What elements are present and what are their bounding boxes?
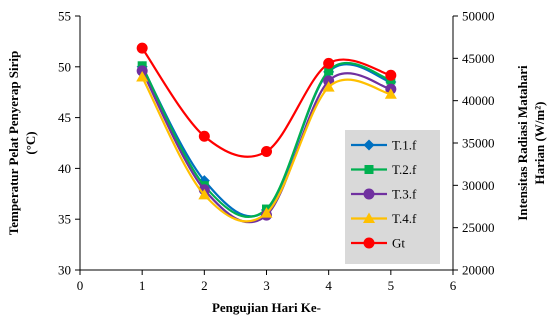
- y-axis-right-title-line: Intensitas Radiasi Matahari: [515, 65, 530, 221]
- y-left-tick-label: 55: [58, 9, 71, 24]
- y-right-tick-label: 20000: [462, 263, 495, 278]
- y-right-tick-label: 30000: [462, 178, 495, 193]
- legend-item-gt: Gt: [351, 236, 405, 251]
- legend-background: [345, 130, 440, 264]
- y-axis-left-title: Temperatur Pelat Penyerap Sirip (°C): [6, 51, 38, 236]
- y-left-tick-label: 30: [58, 263, 71, 278]
- data-point-t-4-f: [322, 81, 335, 92]
- x-tick-label: 5: [388, 278, 395, 293]
- x-tick-label: 3: [263, 278, 270, 293]
- data-point-t-4-f: [384, 88, 397, 99]
- y-left-tick-label: 35: [58, 212, 71, 227]
- legend-label: T.2.f: [392, 162, 417, 177]
- legend-item-t-3-f: T.3.f: [351, 187, 417, 202]
- legend-marker: [363, 139, 375, 151]
- x-tick-label: 0: [77, 278, 84, 293]
- data-point-t-4-f: [198, 188, 211, 200]
- legend-item-t-4-f: T.4.f: [351, 211, 417, 226]
- data-point-gt: [385, 69, 397, 81]
- axes: 0 1 2 3 4 5 6303540455055200002500030000350004…: [6, 9, 547, 316]
- y-axis-right-title-line: Harian (W/m²): [532, 102, 547, 185]
- data-point-gt: [323, 57, 335, 69]
- series-gt: [136, 42, 397, 158]
- series-lines: [136, 42, 397, 224]
- y-left-tick-label: 50: [58, 59, 71, 74]
- y-left-tick-label: 45: [58, 110, 71, 125]
- y-axis-left-title-line: Temperatur Pelat Penyerap Sirip: [6, 51, 21, 236]
- legend-marker: [363, 237, 375, 249]
- x-tick-label: 4: [325, 278, 332, 293]
- data-point-gt: [261, 145, 272, 157]
- x-tick-label: 6: [450, 278, 457, 293]
- data-point-t-4-f: [136, 70, 149, 82]
- y-right-tick-label: 25000: [462, 220, 495, 235]
- x-tick-label: 2: [201, 278, 208, 293]
- legend-label: T.3.f: [392, 187, 417, 202]
- legend-item-t-1-f: T.1.f: [351, 138, 417, 153]
- data-point-t-4-f: [260, 207, 273, 218]
- legend-marker: [364, 165, 374, 174]
- y-right-tick-label: 50000: [462, 9, 495, 24]
- y-axis-right-title: Intensitas Radiasi Matahari Harian (W/m²): [515, 65, 547, 221]
- y-right-tick-label: 35000: [462, 136, 495, 151]
- y-right-tick-label: 40000: [462, 93, 495, 108]
- y-right-tick-label: 45000: [462, 51, 495, 66]
- x-tick-label: 1: [139, 278, 146, 293]
- data-point-gt: [136, 42, 148, 54]
- legend-marker: [363, 188, 375, 200]
- legend-marker: [363, 212, 375, 223]
- y-axis-left-title-line: (°C): [23, 131, 38, 154]
- data-point-gt: [198, 130, 210, 142]
- legend-label: T.4.f: [392, 211, 417, 226]
- legend: T.1.f T.2.f T.3.f T.4.f Gt: [351, 138, 417, 251]
- legend-item-t-2-f: T.2.f: [351, 162, 417, 177]
- y-left-tick-label: 40: [58, 161, 71, 176]
- legend-label: T.1.f: [392, 138, 417, 153]
- x-axis-title: Pengujian Hari Ke-: [212, 300, 321, 315]
- legend-label: Gt: [392, 236, 405, 251]
- series-t-4-f: [136, 70, 397, 223]
- legend-box: [345, 130, 440, 264]
- data-point-t-2-f: [324, 66, 334, 76]
- data-point-t-3-f: [136, 65, 148, 77]
